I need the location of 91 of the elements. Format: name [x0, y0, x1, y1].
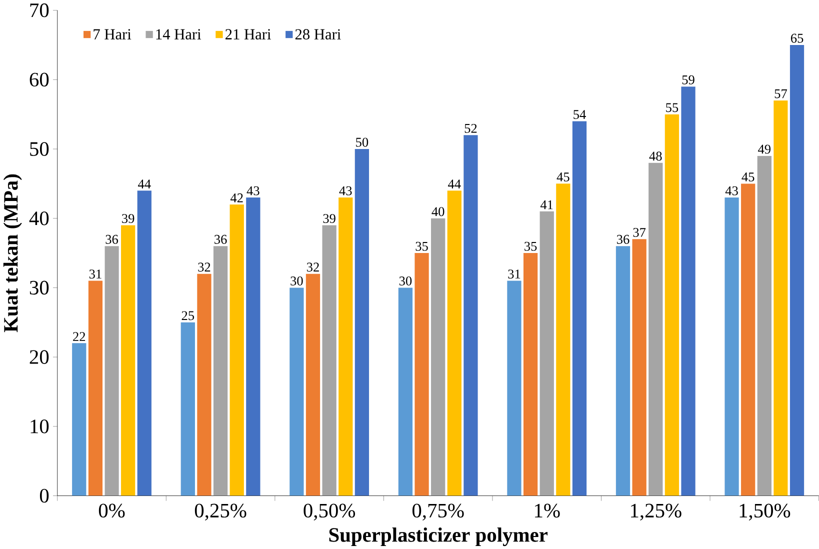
data-label: 30: [399, 276, 412, 286]
x-tick-label: 0,50%: [304, 503, 356, 520]
bar: [322, 225, 336, 496]
bar: [197, 274, 212, 496]
data-label: 52: [464, 124, 477, 133]
y-tick-label: 10: [30, 419, 49, 434]
bar: [572, 121, 587, 496]
bar: [72, 342, 86, 496]
data-label: 22: [73, 332, 86, 341]
bar: [464, 134, 478, 496]
data-label: 43: [725, 186, 738, 196]
bar: [664, 114, 680, 496]
bar: [230, 204, 244, 496]
x-tick-label: 0,75%: [412, 503, 464, 520]
x-tick-label: 1%: [535, 503, 560, 518]
y-tick-label: 0: [40, 488, 49, 502]
bar: [88, 280, 103, 496]
bar: [414, 252, 429, 496]
bar: [681, 86, 696, 496]
y-tick-label: 30: [30, 280, 49, 294]
bar: [790, 44, 804, 496]
bar: [246, 197, 260, 496]
x-tick-label: 0%: [98, 503, 125, 518]
data-label: 35: [524, 242, 537, 251]
data-label: 49: [758, 144, 771, 154]
bar: [104, 246, 119, 496]
data-label: 54: [574, 110, 586, 119]
y-tick-label: 50: [30, 142, 49, 156]
data-label: 39: [122, 214, 134, 223]
data-label: 39: [323, 214, 336, 223]
x-tick-label: 1,50%: [740, 503, 790, 520]
data-label: 35: [416, 242, 428, 251]
y-axis-title: Kuat tekan (MPa): [3, 174, 22, 332]
data-label: 57: [774, 89, 787, 98]
data-label: 48: [649, 151, 662, 160]
data-label: 41: [540, 200, 553, 209]
legend-label: 7 Hari: [94, 28, 132, 40]
data-label: 50: [356, 138, 368, 147]
bar: [757, 156, 772, 496]
bar: [180, 322, 195, 496]
bar: [540, 211, 554, 496]
bar: [431, 218, 446, 496]
data-label: 42: [230, 193, 243, 202]
x-tick-label: 1,25%: [631, 503, 682, 520]
bar: [447, 190, 462, 496]
bar: [306, 274, 320, 496]
data-label: 37: [633, 228, 646, 237]
y-tick-label: 40: [29, 211, 49, 226]
bar: [338, 197, 353, 496]
data-label: 25: [182, 310, 194, 320]
data-label: 44: [138, 179, 151, 188]
bar: [213, 246, 228, 496]
bar: [523, 252, 538, 496]
data-label: 43: [339, 186, 352, 196]
bar: [354, 148, 370, 496]
legend-label: 28 Hari: [295, 28, 341, 40]
y-tick-label: 20: [30, 350, 49, 364]
bar: [290, 287, 304, 496]
bar: [137, 190, 152, 496]
bar: [724, 197, 739, 496]
bar: [774, 100, 788, 496]
data-label: 40: [432, 206, 444, 216]
data-label: 55: [666, 103, 678, 112]
bar: [121, 225, 136, 496]
bar: [632, 238, 646, 496]
x-tick-label: 0,25%: [194, 503, 246, 520]
data-label: 43: [246, 186, 260, 196]
bar: [741, 183, 756, 496]
bar: [556, 183, 570, 496]
data-label: 31: [89, 269, 102, 278]
bar: [398, 287, 413, 496]
y-tick-label: 60: [30, 72, 49, 86]
data-label: 36: [214, 234, 227, 244]
data-label: 31: [508, 269, 520, 278]
data-label: 45: [556, 172, 570, 182]
data-label: 36: [106, 234, 118, 244]
data-label: 32: [306, 262, 319, 272]
x-axis-title: Superplasticizer polymer: [329, 527, 548, 546]
bar: [616, 246, 630, 496]
data-label: 32: [198, 262, 210, 272]
data-label: 44: [448, 179, 461, 188]
data-label: 30: [290, 276, 303, 286]
data-label: 45: [742, 172, 754, 182]
bar: [648, 162, 663, 496]
data-label: 65: [790, 34, 804, 42]
bar: [507, 280, 522, 496]
data-label: 59: [682, 75, 694, 84]
data-label: 36: [617, 234, 630, 244]
legend-label: 21 Hari: [226, 28, 271, 40]
y-tick-label: 70: [30, 3, 49, 17]
legend-label: 14 Hari: [156, 28, 202, 40]
